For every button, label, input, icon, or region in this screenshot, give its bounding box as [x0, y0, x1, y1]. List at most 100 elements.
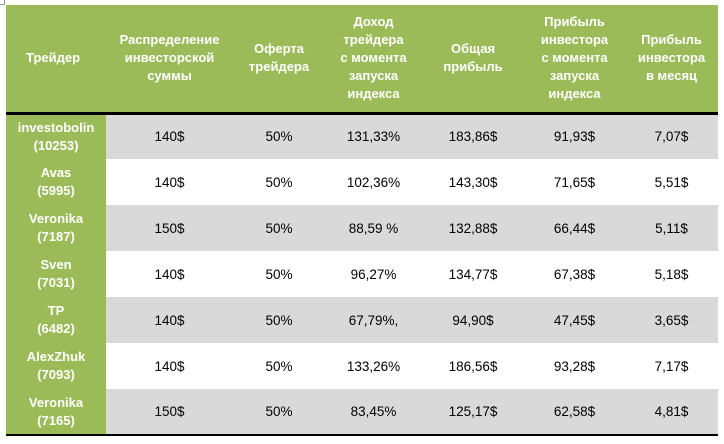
offer-cell: 50%: [233, 159, 325, 205]
allocation-cell: 140$: [106, 343, 233, 389]
header-line: прибыль: [443, 59, 503, 75]
header-line: Трейдер: [26, 50, 81, 66]
trader-income-cell: 83,45%: [325, 389, 422, 436]
selection-corner-mark: [0, 0, 5, 5]
investor-profit-cell: 66,44$: [524, 205, 625, 251]
trader-name: TP: [47, 303, 65, 318]
trader-id: (10253): [33, 137, 79, 153]
allocation-cell: 150$: [106, 205, 233, 251]
header-row: Трейдер Распределение инвесторской суммы Офе…: [6, 5, 718, 115]
trader-id: (5995): [37, 183, 75, 198]
header-line: Прибыль: [544, 14, 605, 30]
header-line: запуска: [348, 68, 399, 84]
header-total-profit: Общая прибыль: [422, 5, 524, 115]
monthly-profit-cell: 3,65$: [625, 297, 718, 343]
trader-cell: Avas (5995): [6, 159, 106, 205]
header-line: инвесторской: [124, 50, 215, 66]
trader-income-cell: 102,36%: [325, 159, 422, 205]
trader-id: (7187): [37, 229, 75, 244]
offer-cell: 50%: [233, 389, 325, 436]
header-line: индекса: [548, 86, 601, 102]
table-header: Трейдер Распределение инвесторской суммы Офе…: [6, 5, 718, 115]
header-line: индекса: [347, 86, 400, 102]
offer-cell: 50%: [233, 113, 325, 159]
trader-name: Sven: [40, 257, 72, 272]
header-line: трейдера: [248, 59, 310, 75]
header-line: суммы: [147, 68, 192, 84]
table-row: Veronika (7165) 150$ 50% 83,45% 125,17$ 62,58$…: [6, 389, 718, 436]
trader-income-cell: 88,59 %: [325, 205, 422, 251]
table-body: investobolin (10253) 140$ 50% 131,33% 183,86$…: [6, 113, 718, 436]
trader-cell: TP (6482): [6, 297, 106, 343]
total-profit-cell: 186,56$: [422, 343, 524, 389]
header-line: инвестора: [637, 50, 706, 66]
table-row: Veronika (7187) 150$ 50% 88,59 % 132,88$ 66,44…: [6, 205, 718, 251]
monthly-profit-cell: 5,18$: [625, 251, 718, 297]
monthly-profit-cell: 7,07$: [625, 113, 718, 159]
monthly-profit-cell: 5,11$: [625, 205, 718, 251]
table-row: Avas (5995) 140$ 50% 102,36% 143,30$ 71,65$ 5,5…: [6, 159, 718, 205]
header-line: Общая: [450, 41, 496, 57]
trader-cell: AlexZhuk (7093): [6, 343, 106, 389]
header-line: Распределение: [119, 32, 220, 48]
trader-id: (7031): [37, 275, 75, 290]
table-row: Sven (7031) 140$ 50% 96,27% 134,77$ 67,38$ 5,18…: [6, 251, 718, 297]
header-investor-profit: Прибыль инвестора с момента запуска индекса: [524, 5, 625, 115]
trader-id: (7165): [37, 412, 75, 428]
trader-income-cell: 67,79%,: [325, 297, 422, 343]
header-trader-offer: Оферта трейдера: [233, 5, 325, 115]
trader-name: Veronika: [28, 394, 84, 410]
total-profit-cell: 183,86$: [422, 113, 524, 159]
header-line: запуска: [549, 68, 600, 84]
header-line: трейдера: [343, 32, 404, 48]
header-trader-income: Доход трейдера с момента запуска индекса: [325, 5, 422, 115]
allocation-cell: 140$: [106, 251, 233, 297]
trader-name: investobolin: [17, 119, 95, 135]
table-row: TP (6482) 140$ 50% 67,79%, 94,90$ 47,45$ 3,65$: [6, 297, 718, 343]
header-line: с момента: [541, 50, 608, 66]
investor-profit-cell: 71,65$: [524, 159, 625, 205]
investor-profit-cell: 91,93$: [524, 113, 625, 159]
trader-cell: Sven (7031): [6, 251, 106, 297]
header-line: Оферта: [254, 41, 304, 57]
allocation-cell: 150$: [106, 389, 233, 436]
trader-name: Veronika: [28, 211, 84, 226]
offer-cell: 50%: [233, 297, 325, 343]
allocation-cell: 140$: [106, 297, 233, 343]
investor-profit-cell: 47,45$: [524, 297, 625, 343]
allocation-cell: 140$: [106, 159, 233, 205]
offer-cell: 50%: [233, 343, 325, 389]
trader-id: (6482): [37, 321, 75, 336]
trader-id: (7093): [37, 367, 75, 382]
allocation-cell: 140$: [106, 113, 233, 159]
investor-profit-cell: 67,38$: [524, 251, 625, 297]
trader-income-cell: 131,33%: [325, 113, 422, 159]
header-line: Прибыль: [641, 32, 702, 48]
trader-income-cell: 133,26%: [325, 343, 422, 389]
total-profit-cell: 143,30$: [422, 159, 524, 205]
header-investor-allocation: Распределение инвесторской суммы: [106, 5, 233, 115]
header-trader: Трейдер: [6, 5, 106, 115]
header-line: Доход: [353, 14, 394, 30]
total-profit-cell: 125,17$: [422, 389, 524, 436]
header-investor-monthly-profit: Прибыль инвестора в месяц: [625, 5, 718, 115]
header-line: с момента: [340, 50, 407, 66]
trader-cell: Veronika (7165): [6, 389, 106, 436]
trader-cell: investobolin (10253): [6, 113, 106, 159]
trader-name: Avas: [40, 165, 72, 180]
monthly-profit-cell: 7,17$: [625, 343, 718, 389]
total-profit-cell: 94,90$: [422, 297, 524, 343]
investor-profit-cell: 93,28$: [524, 343, 625, 389]
table-row: investobolin (10253) 140$ 50% 131,33% 183,86$…: [6, 113, 718, 159]
offer-cell: 50%: [233, 205, 325, 251]
investor-profit-cell: 62,58$: [524, 389, 625, 436]
offer-cell: 50%: [233, 251, 325, 297]
total-profit-cell: 134,77$: [422, 251, 524, 297]
total-profit-cell: 132,88$: [422, 205, 524, 251]
header-line: инвестора: [540, 32, 609, 48]
header-line: в месяц: [645, 68, 698, 84]
trader-name: AlexZhuk: [26, 349, 86, 364]
table-row: AlexZhuk (7093) 140$ 50% 133,26% 186,56$ 93,28…: [6, 343, 718, 389]
trader-income-cell: 96,27%: [325, 251, 422, 297]
trader-cell: Veronika (7187): [6, 205, 106, 251]
